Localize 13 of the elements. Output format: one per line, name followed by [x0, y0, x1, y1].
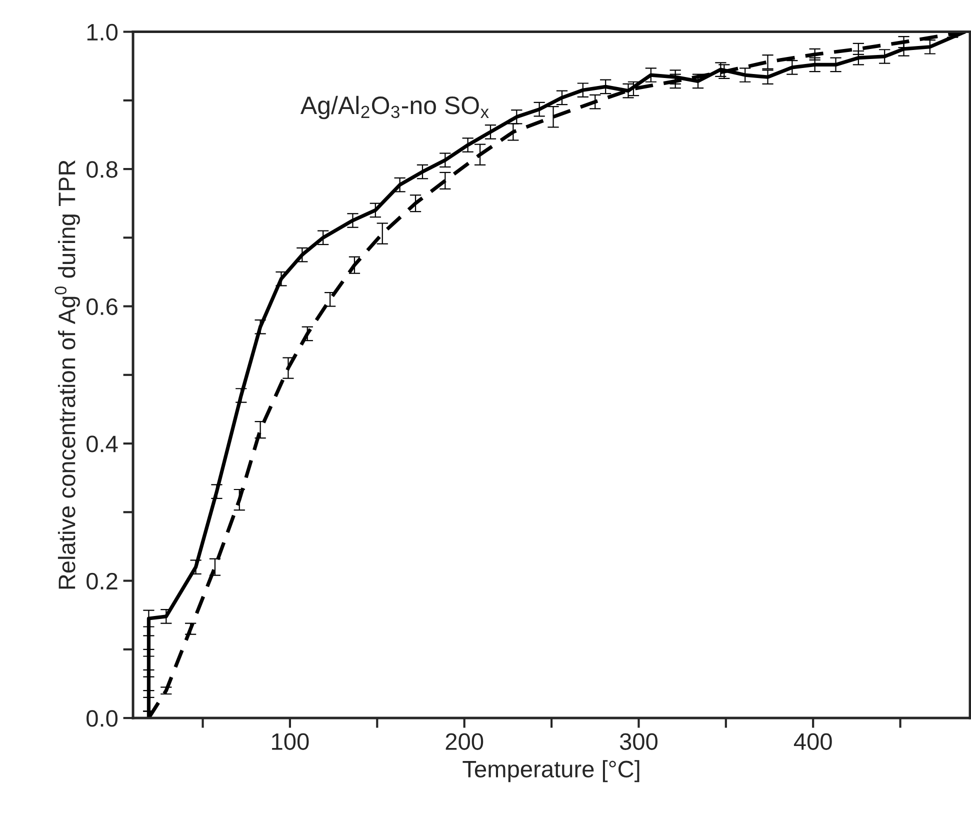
y-tick-label: 0.2 — [86, 572, 118, 590]
x-tick-label: 100 — [272, 733, 309, 750]
y-tick-label: 0.8 — [86, 161, 118, 178]
x-tick-label: 400 — [794, 733, 832, 750]
annotation: Ag/Al$_{2}$O$_{3}$-no SO$_{x}$ — [300, 96, 489, 120]
y-tick-label: 1.0 — [87, 24, 118, 41]
y-axis-title: Relative concentration of Ag$^{0}$ during TPR — [54, 160, 80, 589]
y-tick-label: 0.4 — [86, 436, 118, 452]
x-tick-label: 200 — [446, 733, 484, 750]
y-tick-label: 0.6 — [86, 298, 118, 316]
y-tick-label: 0.0 — [86, 710, 118, 727]
x-tick-label: 300 — [620, 733, 658, 750]
x-axis-title: Temperature [°C] — [462, 760, 640, 782]
